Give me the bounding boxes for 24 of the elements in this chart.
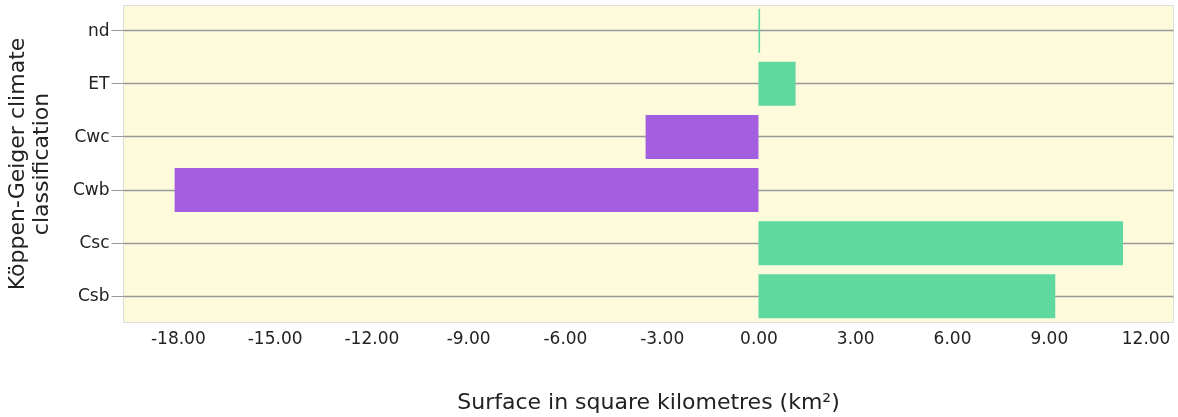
bar [758, 274, 1056, 319]
y-tick-label: Cwb [72, 179, 110, 200]
x-tick-label: -6.00 [543, 327, 588, 348]
bar [758, 61, 796, 106]
x-tick-label: -15.00 [247, 327, 303, 348]
x-tick-label: 12.00 [1121, 327, 1171, 348]
y-tick-label: ET [88, 72, 111, 93]
y-tick-label: Csc [79, 232, 110, 253]
x-tick-label: 0.00 [740, 327, 778, 348]
x-tick-label: -12.00 [344, 327, 400, 348]
y-tick-label: nd [87, 19, 110, 40]
x-tick-label: -9.00 [446, 327, 491, 348]
y-tick-label: Cwc [74, 125, 110, 146]
y-tick-label: Csb [77, 285, 110, 306]
x-axis-title: Surface in square kilometres (km²) [457, 388, 840, 414]
y-axis-title: Köppen-Geiger climate classification [3, 37, 53, 291]
bar [174, 168, 759, 213]
x-tick-label: 9.00 [1030, 327, 1069, 348]
bar [758, 221, 1123, 266]
x-tick-label: 3.00 [836, 327, 875, 348]
x-tick-label: 6.00 [933, 327, 972, 348]
x-tick-label: -3.00 [640, 327, 685, 348]
bar [645, 114, 759, 159]
x-tick-label: -18.00 [150, 327, 206, 348]
